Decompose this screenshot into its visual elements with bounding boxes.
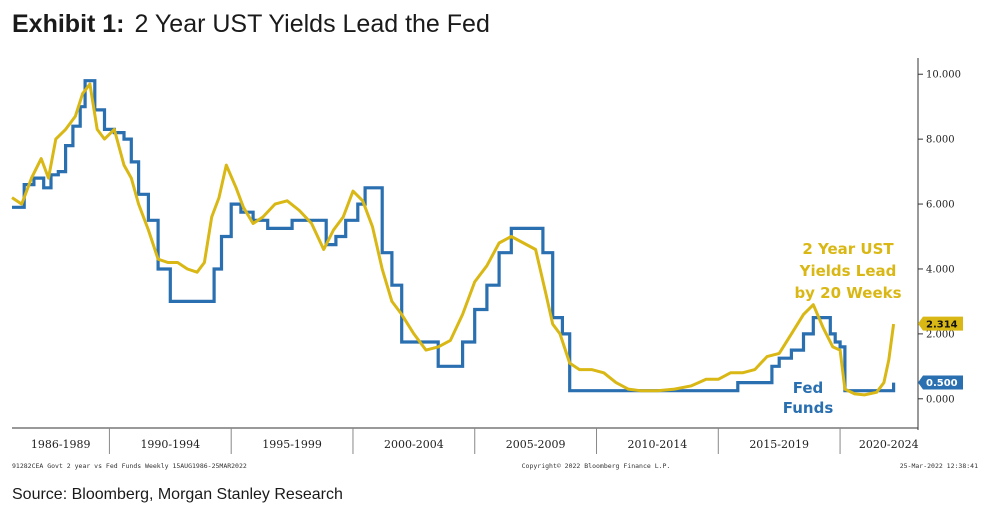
y-tick-label: 0.000 xyxy=(926,394,955,405)
y-tick-label: 10.000 xyxy=(926,70,961,81)
x-tick-label: 1995-1999 xyxy=(262,438,322,451)
ust-annotation: Yields Lead xyxy=(799,262,897,280)
annotations: 2 Year UST Yields Lead by 20 Weeks Fed Funds xyxy=(783,240,902,417)
ust-2y-line xyxy=(11,82,896,397)
y-tick-label: 8.000 xyxy=(926,135,955,146)
footer-timestamp: 25-Mar-2022 12:38:41 xyxy=(900,462,978,470)
ust-annotation: 2 Year UST xyxy=(802,240,894,258)
ust-badge xyxy=(918,316,963,331)
plot-frame xyxy=(12,58,919,430)
fed-badge xyxy=(918,375,963,390)
x-tick-label: 2015-2019 xyxy=(749,438,809,451)
x-tick-label: 2000-2004 xyxy=(384,438,444,451)
last-value-badges: 2.314 0.500 xyxy=(918,316,963,390)
x-tick-label: 2020-2024 xyxy=(859,438,919,451)
x-tick-label: 1990-1994 xyxy=(140,438,200,451)
x-tick-label: 2005-2009 xyxy=(506,438,566,451)
x-tick-label: 1986-1989 xyxy=(31,438,91,451)
y-tick-label: 6.000 xyxy=(926,200,955,211)
chart-title: Exhibit 1: 2 Year UST Yields Lead the Fed xyxy=(12,10,490,39)
source-note: Source: Bloomberg, Morgan Stanley Resear… xyxy=(12,486,343,503)
ust-badge-label: 2.314 xyxy=(926,319,958,330)
footer-left: 91282CEA Govt 2 year vs Fed Funds Weekly… xyxy=(12,462,247,470)
x-axis: 1986-1989 1990-1994 1995-1999 2000-2004 2005… xyxy=(31,438,919,451)
fed-annotation: Fed xyxy=(793,379,824,397)
exhibit-label: Exhibit 1: xyxy=(12,10,125,38)
fed-funds-line xyxy=(12,79,896,393)
series-lines xyxy=(11,79,896,397)
x-tick-label: 2010-2014 xyxy=(628,438,688,451)
fed-badge-label: 0.500 xyxy=(926,378,958,389)
y-tick-label: 4.000 xyxy=(926,264,955,275)
y-tick-label: 2.000 xyxy=(926,329,955,340)
x-dividers xyxy=(108,428,841,454)
footer-copyright: Copyright© 2022 Bloomberg Finance L.P. xyxy=(522,462,671,470)
fed-annotation: Funds xyxy=(783,399,834,417)
exhibit-title: 2 Year UST Yields Lead the Fed xyxy=(134,10,490,38)
ust-annotation: by 20 Weeks xyxy=(794,284,901,302)
y-axis: 0.000 2.000 4.000 6.000 8.000 10.000 xyxy=(918,70,961,405)
chart-footer: 91282CEA Govt 2 year vs Fed Funds Weekly… xyxy=(12,462,978,470)
